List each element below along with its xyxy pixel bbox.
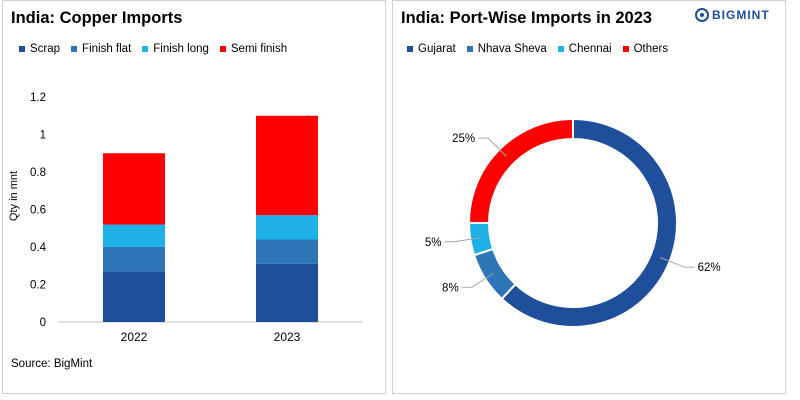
donut-chart-legend: Gujarat Nhava Sheva Chennai Others [407, 43, 679, 55]
bigmint-logo-text: BIGMINT [712, 8, 770, 22]
legend-swatch-nhava-sheva [466, 46, 473, 52]
donut-chart-title: India: Port-Wise Imports in 2023 [401, 9, 653, 27]
data-label-gujarat: 62% [698, 262, 721, 274]
y-axis-label: Qty in mnt [8, 171, 20, 221]
bar-semi-finish-2023 [256, 115, 318, 216]
bar-scrap-2022 [103, 271, 165, 322]
legend-item-nhava-sheva: Nhava Sheva [466, 43, 547, 55]
leader-line-chennai [444, 237, 481, 243]
copper-imports-panel: India: Copper Imports Scrap Finish flat … [2, 0, 386, 394]
port-wise-imports-panel: India: Port-Wise Imports in 2023 BIGMINT… [392, 0, 786, 394]
y-tick-label: 0.8 [30, 167, 46, 179]
legend-swatch-finish-long [142, 46, 149, 52]
legend-item-finish-flat: Finish flat [71, 43, 131, 55]
x-tick-label: 2022 [121, 330, 148, 344]
y-tick-label: 0.2 [30, 280, 46, 292]
bigmint-logo: BIGMINT [695, 8, 770, 22]
y-tick-label: 0.4 [30, 242, 47, 254]
legend-item-others: Others [622, 43, 669, 55]
bar-chart-title: India: Copper Imports [11, 9, 183, 27]
legend-swatch-others [622, 46, 629, 52]
leader-line-nhava-sheva [461, 272, 494, 288]
data-label-chennai: 5% [425, 237, 442, 249]
legend-item-chennai: Chennai [557, 43, 612, 55]
legend-item-semi-finish: Semi finish [219, 43, 288, 55]
legend-swatch-chennai [557, 46, 564, 52]
legend-swatch-scrap [19, 46, 25, 52]
bar-finish-flat-2022 [103, 247, 165, 272]
legend-swatch-semi-finish [219, 46, 226, 52]
bar-finish-long-2023 [256, 215, 318, 240]
legend-label-gujarat: Gujarat [418, 43, 456, 55]
data-label-others: 25% [452, 133, 475, 145]
source-note: Source: BigMint [11, 358, 93, 370]
legend-label-finish-long: Finish long [153, 43, 209, 55]
bar-scrap-2023 [256, 263, 318, 322]
y-tick-label: 1 [40, 130, 46, 142]
legend-label-nhava-sheva: Nhava Sheva [477, 43, 547, 55]
legend-label-chennai: Chennai [568, 43, 612, 55]
y-tick-label: 0.6 [30, 205, 46, 217]
legend-label-semi-finish: Semi finish [230, 43, 288, 55]
donut-chart: 62% 8% 5% 25% [425, 117, 721, 328]
y-tick-label: 1.2 [30, 92, 46, 104]
donut-slice-nhava-sheva [472, 247, 517, 301]
legend-swatch-finish-flat [71, 46, 78, 52]
bar-semi-finish-2022 [103, 153, 165, 225]
y-tick-label: 0 [40, 317, 46, 329]
legend-item-gujarat: Gujarat [407, 43, 456, 55]
bigmint-logo-icon [695, 8, 709, 22]
legend-swatch-gujarat [407, 46, 413, 52]
bar-finish-long-2022 [103, 224, 165, 247]
legend-label-scrap: Scrap [30, 43, 61, 55]
legend-item-scrap: Scrap [19, 43, 60, 55]
bar-chart: Qty in mnt 0 0.2 0.4 0.6 0.8 1 1.2 2022 2023 [8, 92, 363, 344]
leader-line-others [478, 137, 507, 157]
donut-slice-others [467, 117, 574, 224]
x-tick-label: 2023 [274, 330, 301, 344]
legend-label-others: Others [633, 43, 669, 55]
bar-finish-flat-2023 [256, 239, 318, 264]
data-label-nhava-sheva: 8% [442, 282, 459, 294]
donut-slice-gujarat [500, 117, 678, 328]
legend-label-finish-flat: Finish flat [82, 43, 132, 55]
legend-item-finish-long: Finish long [142, 43, 209, 55]
leader-line-gujarat [660, 257, 695, 268]
bar-chart-legend: Scrap Finish flat Finish long Semi finis… [19, 43, 298, 55]
